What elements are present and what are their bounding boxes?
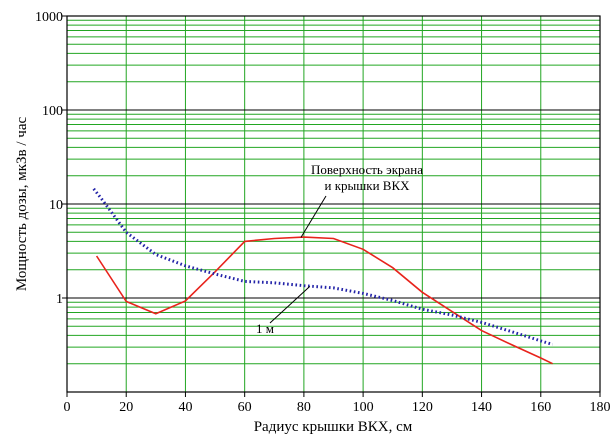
annotation-leader-line (269, 285, 311, 324)
x-tick-label: 120 (412, 400, 433, 415)
annotation-label: Поверхность экрана (311, 162, 423, 177)
x-tick-label: 100 (353, 400, 374, 415)
x-axis-title: Радиус крышки ВКХ, см (254, 419, 413, 435)
x-tick-label: 180 (590, 400, 611, 415)
y-axis-title: Мощность дозы, мкЗв / час (14, 117, 30, 292)
y-tick-label: 100 (42, 104, 63, 119)
tick-labels: 0 20 40 60 80 100 120 140 160 180 1 10 100 1000 (35, 10, 611, 415)
series-group (92, 187, 554, 365)
annotation-leader-line (300, 195, 327, 238)
x-tick-label: 20 (119, 400, 133, 415)
x-tick-label: 0 (64, 400, 71, 415)
series-line-2 (92, 187, 554, 346)
x-tick-label: 60 (238, 400, 252, 415)
series-line-1 (95, 236, 553, 365)
x-tick-label: 40 (178, 400, 192, 415)
x-tick-label: 80 (297, 400, 311, 415)
y-tick-label: 1 (56, 292, 63, 307)
annotation-label: и крышки ВКХ (324, 178, 410, 193)
x-tick-label: 140 (471, 400, 492, 415)
x-tick-label: 160 (530, 400, 551, 415)
annotation-label: 1 м (256, 321, 274, 336)
axes (62, 15, 601, 397)
y-tick-label: 10 (49, 198, 63, 213)
y-tick-label: 1000 (35, 10, 63, 25)
